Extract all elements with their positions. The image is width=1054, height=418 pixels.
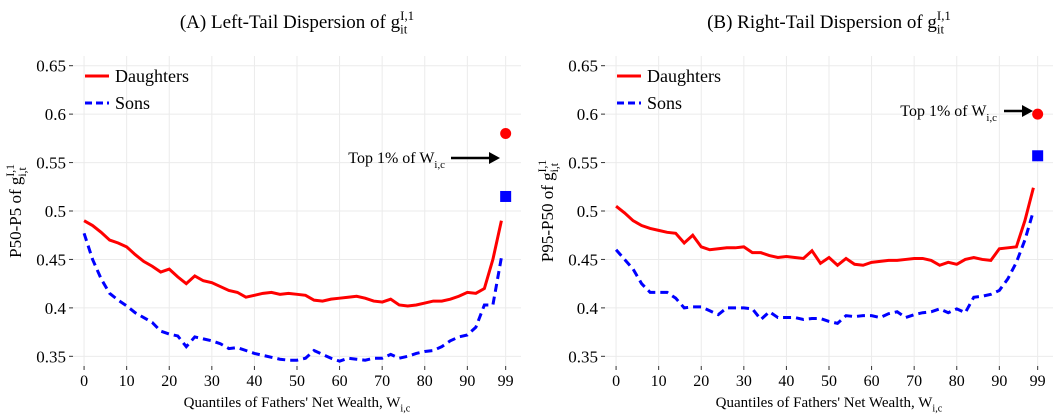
- y-tick-label: 0.45: [568, 250, 598, 269]
- x-tick-label: 0: [612, 373, 620, 390]
- text-part: g: [927, 12, 937, 33]
- y-tick-label: 0.6: [45, 105, 66, 124]
- line: [83, 219, 503, 308]
- sub: i,c: [932, 404, 942, 415]
- top1-point: [1032, 150, 1044, 162]
- x-tick-label: 50: [821, 373, 837, 390]
- sub: it: [400, 22, 408, 37]
- legend-label: Daughters: [115, 66, 189, 86]
- text-part: g: [391, 12, 401, 33]
- annotation: Top 1% of Wi,c: [348, 150, 445, 171]
- y-tick-label: 0.55: [568, 154, 598, 173]
- y-tick-label: 0.6: [577, 105, 598, 124]
- x-tick-label: 99: [498, 373, 514, 390]
- annotation-arrowhead: [489, 152, 500, 164]
- sub: it: [937, 22, 945, 37]
- y-tick-label: 0.45: [36, 250, 66, 269]
- y-tick-label: 0.35: [36, 347, 66, 366]
- text-part: Top 1% of W: [348, 150, 435, 167]
- y-axis-label: P95-P50 of gI,1i,t: [536, 160, 561, 262]
- x-tick-label: 30: [736, 373, 752, 390]
- sup: I,1: [400, 8, 414, 23]
- x-tick-label: 70: [374, 373, 390, 390]
- x-tick-label: 20: [693, 373, 709, 390]
- panel: 0 10 20 30 40 50 60 70 80 90 99 0.35 0.4 0.45 0.5 0.55 0…: [568, 56, 1053, 390]
- x-tick-label: 90: [991, 373, 1007, 390]
- x-axis-label: Quantiles of Fathers' Net Wealth, Wi,c: [184, 395, 411, 415]
- x-tick-label: 50: [289, 373, 305, 390]
- x-tick-label: 80: [949, 373, 965, 390]
- y-tick-label: 0.35: [568, 347, 598, 366]
- top1-point: [1032, 108, 1044, 120]
- x-tick-label: 10: [119, 373, 135, 390]
- sub: i,t: [16, 167, 29, 177]
- y-axis-label: P50-P5 of gI,1i,t: [4, 164, 29, 258]
- sub: i,c: [434, 159, 445, 171]
- y-tick-label: 0.55: [36, 154, 66, 173]
- x-tick-label: 40: [778, 373, 794, 390]
- text-part: Top 1% of W: [900, 103, 987, 120]
- sub: i,c: [986, 112, 997, 124]
- legend-label: Daughters: [647, 66, 721, 86]
- text-part: (A) Left-Tail Dispersion of: [180, 12, 391, 33]
- x-tick-label: 40: [246, 373, 262, 390]
- legend-label: Sons: [115, 93, 150, 113]
- x-tick-label: 70: [906, 373, 922, 390]
- sub: i,t: [548, 162, 561, 172]
- sub: i,c: [400, 404, 410, 415]
- text-part: (B) Right-Tail Dispersion of: [707, 12, 927, 33]
- top1-point: [500, 128, 512, 139]
- x-axis-label: Quantiles of Fathers' Net Wealth, Wi,c: [716, 395, 943, 415]
- panel: 0 10 20 30 40 50 60 70 80 90 99 0.35 0.4 0.45 0.5 0.55 0…: [36, 56, 521, 390]
- y-tick-label: 0.5: [577, 202, 598, 221]
- text-part: Quantiles of Fathers' Net Wealth, W: [184, 395, 402, 411]
- chart-title: (A) Left-Tail Dispersion of gI,1 it: [180, 8, 414, 37]
- x-tick-label: 60: [864, 373, 880, 390]
- sup: I,1: [536, 160, 549, 173]
- y-tick-label: 0.4: [45, 299, 67, 318]
- x-tick-label: 99: [1030, 373, 1046, 390]
- y-tick-label: 0.65: [568, 57, 598, 76]
- x-tick-label: 10: [651, 373, 667, 390]
- y-tick-label: 0.5: [45, 202, 66, 221]
- text-part: Quantiles of Fathers' Net Wealth, W: [716, 395, 934, 411]
- text-part: P50-P5 of g: [6, 176, 25, 258]
- x-tick-label: 80: [417, 373, 433, 390]
- annotation: Top 1% of Wi,c: [900, 103, 997, 124]
- line: [615, 187, 1035, 268]
- top1-point: [500, 190, 512, 202]
- chart-title: (B) Right-Tail Dispersion of gI,1 it: [707, 8, 951, 37]
- x-tick-label: 90: [459, 373, 475, 390]
- sup: I,1: [937, 8, 951, 23]
- text-part: P95-P50 of g: [538, 172, 557, 262]
- y-tick-label: 0.4: [577, 299, 599, 318]
- annotation-arrowhead: [1022, 105, 1033, 117]
- sup: I,1: [4, 164, 17, 177]
- line: [82, 232, 503, 363]
- x-tick-label: 20: [161, 373, 177, 390]
- legend-label: Sons: [647, 93, 682, 113]
- line: [614, 210, 1035, 326]
- y-tick-label: 0.65: [36, 57, 66, 76]
- x-tick-label: 60: [332, 373, 348, 390]
- x-tick-label: 30: [204, 373, 220, 390]
- x-tick-label: 0: [80, 373, 88, 390]
